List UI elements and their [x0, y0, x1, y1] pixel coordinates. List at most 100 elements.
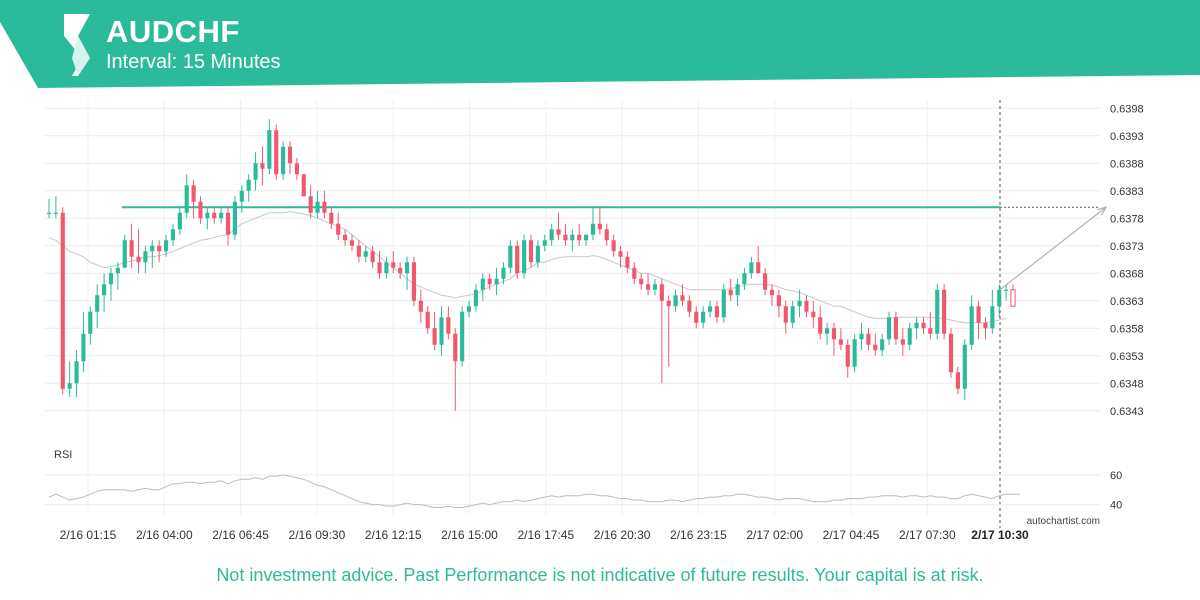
candle — [694, 306, 699, 329]
candle-body — [129, 240, 134, 257]
x-tick-label: 2/16 04:00 — [136, 528, 193, 542]
candle — [942, 284, 947, 340]
candle-body — [880, 339, 885, 351]
candle — [301, 174, 306, 197]
candle — [205, 207, 210, 230]
candle-body — [852, 339, 857, 367]
instrument-symbol: AUDCHF — [106, 14, 240, 49]
candle — [825, 322, 830, 345]
candle-body — [60, 212, 65, 389]
candle — [873, 333, 878, 356]
candle — [404, 256, 410, 290]
candle-body — [749, 262, 754, 274]
candle — [515, 240, 520, 279]
candle — [542, 234, 547, 252]
candle — [177, 207, 182, 235]
candle — [570, 229, 575, 252]
candle-body — [184, 185, 189, 213]
candle-body — [501, 267, 506, 279]
candle-body — [460, 311, 465, 362]
candle-body — [969, 306, 974, 345]
candle — [322, 190, 327, 219]
candle — [377, 251, 382, 279]
candle — [976, 300, 981, 340]
candle — [625, 251, 630, 274]
plot-area — [45, 100, 1100, 430]
candle — [308, 185, 313, 219]
rsi-line — [48, 474, 1020, 508]
candle-body — [652, 284, 658, 290]
candle-body — [625, 256, 630, 268]
candle-body — [694, 311, 699, 323]
candle-body — [466, 306, 472, 312]
candle — [88, 306, 93, 345]
candle — [74, 350, 79, 397]
candle — [749, 256, 754, 279]
candle-body — [577, 234, 582, 241]
candle — [597, 207, 602, 235]
candle — [687, 295, 692, 318]
candle-body — [177, 212, 182, 230]
candle-body — [611, 240, 616, 252]
candle — [845, 339, 850, 378]
candle — [900, 328, 905, 356]
candle-body — [811, 311, 816, 318]
candle-body — [618, 251, 623, 257]
candle-body — [480, 278, 485, 290]
candle — [294, 157, 299, 180]
candle-body — [453, 333, 458, 362]
candle-body — [714, 306, 719, 318]
candle-body — [535, 245, 540, 263]
y-tick-label: 0.6393 — [1110, 131, 1144, 143]
candle-body — [707, 306, 713, 312]
y-tick-label: 0.6363 — [1110, 296, 1144, 308]
candle-body — [659, 284, 664, 301]
candle-body — [735, 284, 740, 296]
candle-body — [825, 328, 830, 334]
autochartist-logo-icon — [64, 14, 90, 76]
candle-body — [528, 240, 534, 263]
x-tick-label: 2/16 06:45 — [212, 528, 269, 542]
candle-body — [74, 361, 79, 384]
candle — [735, 278, 740, 307]
candle — [804, 295, 809, 318]
candle — [721, 284, 726, 323]
candle — [425, 306, 430, 334]
candle-body — [907, 328, 912, 345]
y-tick-label: 0.6398 — [1110, 103, 1144, 115]
candle — [838, 328, 843, 351]
candle — [680, 284, 685, 307]
candle-body — [212, 212, 217, 219]
candle-body — [873, 344, 878, 351]
candle-body — [274, 130, 279, 175]
candle-body — [783, 306, 788, 323]
candle-body — [267, 130, 272, 169]
candle — [315, 190, 320, 219]
candle-body — [67, 383, 72, 389]
candle-body — [487, 278, 492, 285]
candle — [267, 119, 272, 175]
moving-average-line — [48, 211, 1007, 324]
y-tick-label: 0.6343 — [1110, 406, 1144, 418]
candle — [225, 207, 231, 246]
candle — [590, 207, 596, 241]
candle-body — [522, 240, 527, 274]
y-tick-label: 0.6388 — [1110, 158, 1144, 170]
x-tick-label: 2/16 09:30 — [289, 528, 346, 542]
candle-body — [797, 300, 802, 307]
candle-body — [742, 273, 747, 285]
x-tick-label: 2/16 12:15 — [365, 528, 422, 542]
interval-label: Interval: 15 Minutes — [106, 51, 281, 73]
candle — [329, 207, 334, 230]
candle-body — [549, 229, 554, 241]
candle-body — [95, 295, 100, 312]
y-tick-label: 0.6358 — [1110, 323, 1144, 335]
candle — [473, 284, 478, 312]
candle-body — [349, 240, 355, 246]
candle-body — [900, 339, 905, 345]
candle-body — [446, 317, 451, 334]
candle-body — [604, 229, 609, 241]
candle — [122, 234, 127, 268]
candle — [907, 322, 912, 351]
candle — [818, 306, 823, 340]
